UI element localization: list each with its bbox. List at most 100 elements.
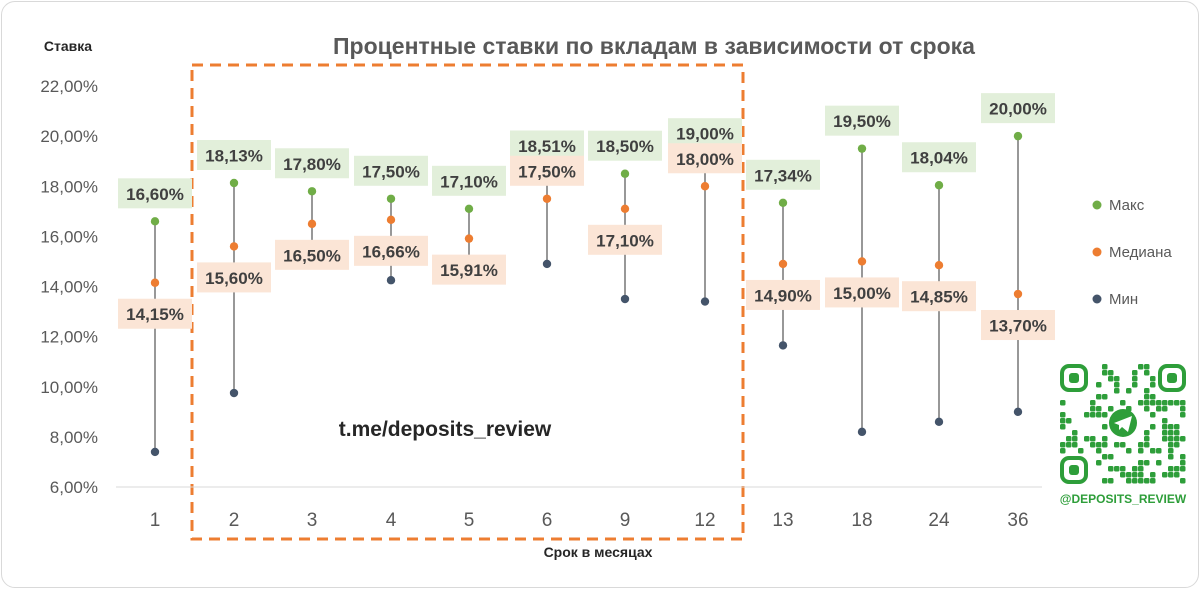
median-point	[464, 234, 474, 243]
max-data-label: 17,34%	[746, 159, 820, 190]
y-tick-label: 16,00%	[40, 227, 98, 246]
y-tick-label: 12,00%	[40, 328, 98, 347]
median-data-label: 15,60%	[197, 262, 271, 293]
median-point	[700, 182, 710, 191]
median-point	[307, 219, 317, 229]
x-tick-label: 4	[386, 510, 397, 531]
max-point	[150, 217, 160, 226]
y-tick-label: 8,00%	[50, 428, 98, 447]
x-tick-label: 36	[1007, 510, 1028, 531]
max-data-label-bg	[746, 159, 820, 190]
median-point	[857, 257, 867, 266]
max-point	[1013, 131, 1023, 141]
max-data-label-text: 19,00%	[676, 125, 734, 144]
y-tick-labels: 6,00% 8,00% 10,00% 12,00% 14,00% 16,00% 18,00%…	[40, 77, 98, 497]
max-point	[386, 194, 396, 203]
max-data-label-bg	[588, 130, 662, 161]
y-tick-label: 10,00%	[40, 378, 98, 397]
median-point	[542, 194, 552, 203]
y-tick-label: 14,00%	[40, 278, 98, 297]
median-data-label-bg	[825, 277, 899, 308]
legend-label: Мин	[1109, 291, 1138, 308]
x-tick-label: 5	[464, 510, 475, 531]
telegram-icon	[1109, 409, 1137, 437]
median-data-label-text: 17,10%	[596, 231, 654, 250]
median-data-label-text: 15,60%	[205, 269, 263, 288]
min-point	[857, 427, 867, 437]
legend: Макс Медиана Мин	[1092, 197, 1172, 308]
min-point	[1013, 407, 1023, 417]
max-data-label-bg	[902, 142, 976, 173]
max-data-label-bg	[118, 178, 192, 209]
max-data-label: 18,51%	[510, 130, 584, 161]
max-data-label: 17,50%	[354, 155, 428, 186]
max-data-label-text: 19,50%	[833, 112, 891, 131]
max-data-label-text: 20,00%	[989, 100, 1047, 119]
max-data-label-bg	[432, 165, 506, 196]
median-data-label-bg	[588, 224, 662, 255]
max-data-label-bg	[668, 118, 742, 149]
median-data-label-bg	[275, 239, 349, 270]
max-point	[229, 178, 239, 188]
median-data-label-text: 14,15%	[126, 305, 184, 324]
median-data-label-text: 14,90%	[754, 286, 812, 305]
max-data-label: 18,04%	[902, 142, 976, 173]
max-data-label: 19,00%	[668, 118, 742, 149]
min-point	[778, 341, 788, 350]
max-point	[857, 144, 867, 153]
max-data-label-text: 17,34%	[754, 166, 812, 185]
data-points	[150, 131, 1023, 457]
max-point	[307, 187, 317, 196]
median-point	[620, 204, 630, 214]
median-data-label-text: 16,50%	[283, 246, 341, 265]
median-point	[1013, 289, 1023, 299]
median-data-label-text: 15,91%	[440, 261, 498, 280]
median-data-label-bg	[668, 143, 742, 174]
median-point	[778, 259, 788, 269]
legend-label: Макс	[1109, 197, 1145, 214]
highlight-box	[190, 63, 745, 541]
median-data-label: 18,00%	[668, 143, 742, 174]
median-data-label: 15,00%	[825, 277, 899, 308]
min-point	[620, 294, 630, 304]
median-point	[150, 278, 160, 287]
chart-title: Процентные ставки по вкладам в зависимос…	[333, 33, 975, 59]
legend-label: Медиана	[1109, 244, 1172, 261]
max-data-label: 18,13%	[197, 139, 271, 170]
median-data-label-text: 13,70%	[989, 317, 1047, 336]
channel-link-annotation: t.me/deposits_review	[339, 418, 552, 441]
max-point	[620, 169, 630, 178]
data-labels: 16,60% 18,13% 17,80% 17,50% 17,10% 18,51% 18,5…	[118, 93, 1055, 341]
median-point	[934, 260, 944, 270]
max-data-label-bg	[275, 148, 349, 179]
median-data-label-bg	[510, 155, 584, 186]
max-data-label: 17,10%	[432, 165, 506, 196]
median-data-label-text: 17,50%	[518, 162, 576, 181]
max-point	[778, 198, 788, 207]
min-point	[700, 297, 710, 306]
max-data-label-text: 17,80%	[283, 155, 341, 174]
x-tick-label: 18	[851, 510, 872, 531]
max-data-label-bg	[197, 139, 271, 170]
x-tick-label: 1	[150, 510, 161, 531]
y-axis-label: Ставка	[44, 38, 92, 54]
qr-code	[1060, 364, 1186, 484]
legend-marker	[1092, 294, 1102, 304]
min-point	[386, 276, 396, 285]
median-data-label-text: 15,00%	[833, 284, 891, 303]
max-data-label: 19,50%	[825, 105, 899, 136]
y-tick-label: 22,00%	[40, 77, 98, 96]
median-data-label-bg	[118, 298, 192, 329]
median-data-label-bg	[197, 262, 271, 293]
median-data-label: 15,91%	[432, 254, 506, 285]
median-data-label: 17,50%	[510, 155, 584, 186]
median-data-label: 14,85%	[902, 281, 976, 312]
min-point	[542, 259, 552, 269]
median-data-label-text: 16,66%	[362, 242, 420, 261]
x-tick-label: 2	[229, 510, 240, 531]
median-data-label-text: 18,00%	[676, 150, 734, 169]
median-data-label: 14,15%	[118, 298, 192, 329]
legend-marker	[1092, 247, 1102, 257]
x-tick-label: 9	[620, 510, 631, 531]
